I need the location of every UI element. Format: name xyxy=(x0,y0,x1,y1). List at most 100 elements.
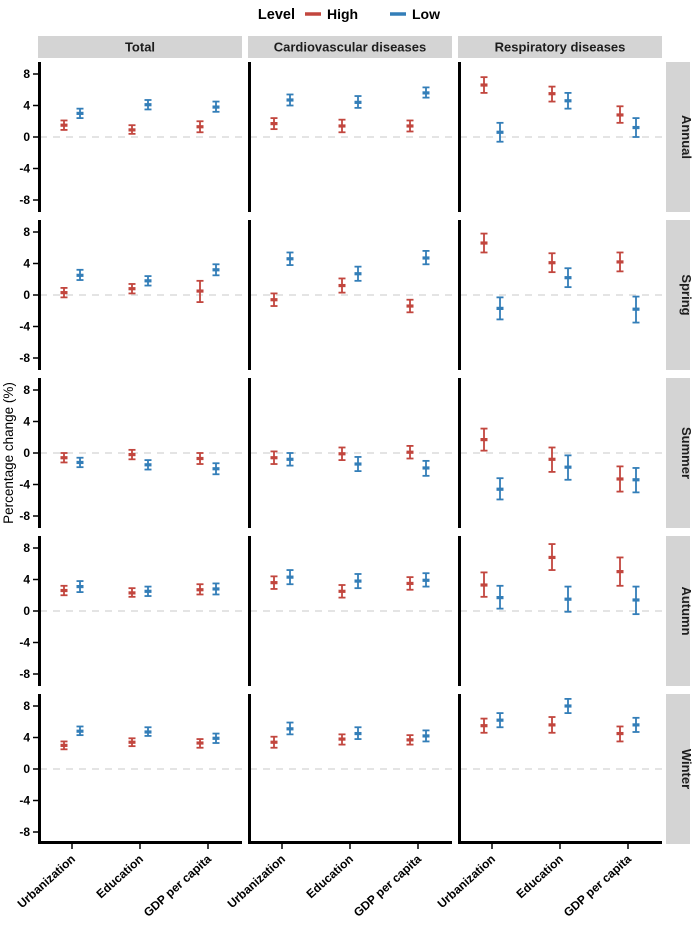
y-tick-label: 4 xyxy=(23,415,30,429)
errorbar-low-1 xyxy=(564,92,572,110)
x-tick-label: Urbanization xyxy=(435,852,498,911)
errorbar-low-0 xyxy=(286,721,294,736)
row-strip-label: Spring xyxy=(679,274,694,315)
errorbar-high-1 xyxy=(548,85,556,103)
panel-spring-3 xyxy=(458,220,662,370)
errorbar-low-1 xyxy=(144,275,152,287)
errorbar-high-2 xyxy=(196,279,204,303)
errorbar-low-2 xyxy=(422,572,430,588)
errorbar-low-1 xyxy=(564,267,572,289)
legend-label-high: High xyxy=(327,6,358,22)
errorbar-high-0 xyxy=(480,427,488,452)
errorbar-high-0 xyxy=(480,571,488,598)
errorbar-low-1 xyxy=(354,265,362,282)
errorbar-low-0 xyxy=(496,584,504,610)
column-strip-label: Respiratory diseases xyxy=(495,40,626,55)
errorbar-high-1 xyxy=(338,584,346,599)
row-strip-bg xyxy=(666,694,690,844)
errorbar-high-2 xyxy=(616,251,624,273)
panel-annual-1 xyxy=(38,62,242,212)
panel-summer-1 xyxy=(38,378,242,528)
row-strip-bg xyxy=(666,62,690,212)
errorbar-low-0 xyxy=(286,569,294,586)
y-tick-label: -8 xyxy=(19,509,30,523)
column-strip-bg xyxy=(458,36,662,58)
errorbar-high-1 xyxy=(338,733,346,746)
x-tick-label: Urbanization xyxy=(15,852,78,911)
y-tick-label: 8 xyxy=(23,699,30,713)
row-strip: Spring xyxy=(666,220,694,370)
panel-annual-2 xyxy=(248,62,452,212)
row-strip: Autumn xyxy=(666,536,694,686)
y-tick-label: -8 xyxy=(19,825,30,839)
errorbar-high-0 xyxy=(480,76,488,94)
y-tick-label: -4 xyxy=(19,162,30,176)
column-strip-label: Cardiovascular diseases xyxy=(274,40,426,55)
errorbar-high-0 xyxy=(270,117,278,131)
y-tick-label: 0 xyxy=(23,288,30,302)
x-tick-label: Urbanization xyxy=(225,852,288,911)
errorbar-high-0 xyxy=(270,575,278,590)
errorbar-low-0 xyxy=(496,477,504,501)
errorbar-high-0 xyxy=(480,232,488,254)
panel-winter-2 xyxy=(248,694,452,844)
x-tick-label: GDP per capita xyxy=(351,852,424,920)
errorbar-high-1 xyxy=(338,277,346,294)
column-strip: Total xyxy=(38,36,242,58)
errorbar-low-0 xyxy=(286,452,294,467)
errorbar-high-2 xyxy=(196,738,204,749)
errorbar-high-2 xyxy=(406,445,414,460)
errorbar-high-0 xyxy=(270,292,278,307)
errorbar-high-1 xyxy=(338,446,346,461)
errorbar-low-2 xyxy=(632,467,640,494)
x-tick-label: Education xyxy=(94,852,146,901)
errorbar-high-0 xyxy=(270,735,278,749)
row-strip-bg xyxy=(666,220,690,370)
column-strip-bg xyxy=(248,36,452,58)
errorbar-high-1 xyxy=(128,587,136,598)
errorbar-low-2 xyxy=(632,295,640,324)
y-tick-label: -4 xyxy=(19,320,30,334)
y-tick-label: 8 xyxy=(23,67,30,81)
row-strip-label: Summer xyxy=(679,427,694,479)
errorbar-low-1 xyxy=(144,726,152,737)
y-tick-label: 0 xyxy=(23,130,30,144)
errorbar-high-2 xyxy=(406,576,414,591)
errorbar-low-2 xyxy=(212,582,220,596)
errorbar-low-2 xyxy=(632,117,640,138)
y-tick-label: 4 xyxy=(23,731,30,745)
errorbar-high-1 xyxy=(128,283,136,295)
errorbar-low-2 xyxy=(212,732,220,744)
panel-summer-2 xyxy=(248,378,452,528)
errorbar-low-1 xyxy=(564,585,572,613)
y-tick-label: -4 xyxy=(19,478,30,492)
errorbar-high-2 xyxy=(616,556,624,587)
errorbar-high-0 xyxy=(60,119,68,131)
panel-winter-1 xyxy=(38,694,242,844)
errorbar-low-0 xyxy=(286,93,294,107)
errorbar-high-1 xyxy=(128,124,136,135)
errorbar-low-0 xyxy=(76,107,84,119)
errorbar-high-2 xyxy=(406,298,414,314)
errorbar-high-0 xyxy=(480,717,488,734)
errorbar-low-2 xyxy=(422,729,430,743)
errorbar-low-1 xyxy=(354,573,362,590)
panel-autumn-1 xyxy=(38,536,242,686)
row-strip: Annual xyxy=(666,62,694,212)
x-tick-label: GDP per capita xyxy=(561,852,634,920)
errorbar-low-2 xyxy=(212,263,220,277)
errorbar-high-2 xyxy=(196,452,204,465)
y-tick-label: -8 xyxy=(19,193,30,207)
row-strip-bg xyxy=(666,378,690,528)
y-tick-label: 4 xyxy=(23,257,30,271)
x-tick-label: GDP per capita xyxy=(141,852,214,920)
errorbar-low-1 xyxy=(354,726,362,740)
panel-annual-3 xyxy=(458,62,662,212)
legend-label-low: Low xyxy=(412,6,440,22)
errorbar-low-2 xyxy=(632,585,640,616)
y-tick-label: -4 xyxy=(19,794,30,808)
errorbar-high-1 xyxy=(548,446,556,473)
y-axis-title: Percentage change (%) xyxy=(1,382,16,524)
errorbar-high-1 xyxy=(338,118,346,134)
errorbar-low-0 xyxy=(76,268,84,281)
